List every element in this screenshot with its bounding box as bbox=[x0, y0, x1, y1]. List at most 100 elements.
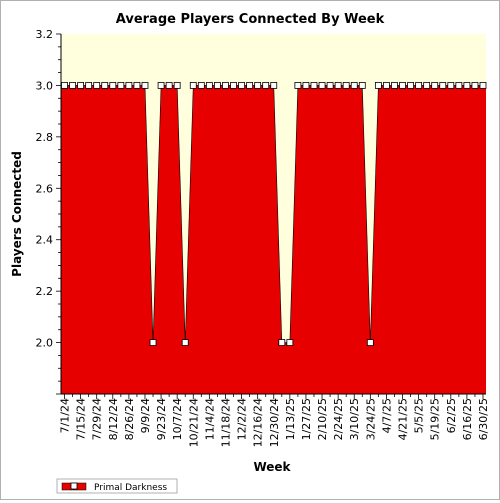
data-point bbox=[165, 82, 173, 89]
data-point bbox=[374, 82, 382, 89]
x-tick-label: 9/9/24 bbox=[139, 398, 152, 433]
data-point bbox=[310, 82, 318, 89]
data-point bbox=[463, 82, 471, 89]
data-point bbox=[230, 82, 237, 89]
x-tick-label: 10/7/24 bbox=[171, 398, 184, 440]
data-point bbox=[294, 82, 302, 89]
data-point bbox=[431, 82, 439, 89]
data-point bbox=[133, 82, 141, 89]
data-point bbox=[238, 82, 245, 89]
data-point bbox=[117, 82, 125, 89]
x-tick-label: 5/5/25 bbox=[413, 398, 426, 433]
data-point bbox=[270, 82, 278, 89]
data-point bbox=[439, 82, 447, 89]
legend-marker bbox=[70, 482, 78, 490]
data-point bbox=[254, 82, 262, 89]
legend: Primal Darkness bbox=[56, 478, 178, 494]
data-point bbox=[85, 82, 93, 89]
data-point bbox=[471, 82, 479, 89]
series-area-fill bbox=[61, 85, 486, 394]
x-tick-label: 7/29/24 bbox=[91, 398, 104, 440]
legend-box bbox=[56, 478, 178, 494]
y-tick-label: 2.4 bbox=[36, 234, 54, 247]
data-point bbox=[125, 82, 133, 89]
data-point bbox=[61, 82, 68, 89]
series-area bbox=[61, 85, 486, 394]
data-point bbox=[407, 82, 414, 89]
data-point bbox=[286, 339, 294, 346]
x-tick-label: 10/21/24 bbox=[187, 398, 200, 447]
data-point bbox=[278, 339, 286, 346]
data-point bbox=[157, 82, 165, 89]
data-point bbox=[197, 82, 205, 89]
x-tick-label: 6/30/25 bbox=[477, 398, 490, 440]
data-point bbox=[399, 82, 406, 89]
y-tick-label: 2.6 bbox=[36, 182, 54, 195]
data-point bbox=[109, 82, 117, 89]
data-point bbox=[141, 82, 149, 89]
data-point bbox=[222, 82, 229, 89]
chart-title: Average Players Connected By Week bbox=[116, 12, 385, 27]
data-point bbox=[342, 82, 350, 89]
x-axis-ticks: 7/1/24 7/15/24 7/29/24 8/12/24 8/26/24 9/9/24… bbox=[59, 394, 490, 447]
x-tick-label: 11/18/24 bbox=[219, 398, 232, 447]
x-tick-label: 12/30/24 bbox=[268, 398, 281, 447]
data-point bbox=[69, 82, 76, 89]
data-point bbox=[334, 82, 342, 89]
x-tick-label: 3/24/25 bbox=[364, 398, 377, 440]
x-tick-label: 8/12/24 bbox=[107, 398, 120, 440]
x-tick-label: 8/26/24 bbox=[123, 398, 136, 440]
x-tick-label: 9/23/24 bbox=[155, 398, 168, 440]
data-point bbox=[383, 82, 390, 89]
data-point bbox=[358, 82, 366, 89]
x-tick-label: 2/24/25 bbox=[332, 398, 345, 440]
x-tick-label: 4/7/25 bbox=[380, 398, 393, 433]
data-point bbox=[205, 82, 213, 89]
data-point bbox=[455, 82, 463, 89]
x-tick-label: 12/16/24 bbox=[252, 398, 265, 447]
x-tick-label: 1/13/25 bbox=[284, 398, 297, 440]
x-tick-label: 7/15/24 bbox=[75, 398, 88, 440]
y-tick-label: 2.2 bbox=[36, 285, 54, 298]
data-point bbox=[189, 82, 197, 89]
data-point bbox=[101, 82, 109, 89]
data-point bbox=[214, 82, 221, 89]
x-tick-label: 2/10/25 bbox=[316, 398, 329, 440]
y-tick-label: 2.8 bbox=[36, 131, 54, 144]
data-point bbox=[77, 82, 84, 89]
data-point bbox=[246, 82, 254, 89]
data-point bbox=[326, 82, 334, 89]
data-point bbox=[479, 82, 487, 89]
x-tick-label: 3/10/25 bbox=[348, 398, 361, 440]
y-tick-label: 3.0 bbox=[36, 79, 54, 92]
x-tick-label: 12/2/24 bbox=[236, 398, 249, 440]
y-axis-ticks: 2.0 2.2 2.4 2.6 2.8 3.0 3.2 bbox=[36, 28, 61, 395]
x-tick-label: 1/27/25 bbox=[300, 398, 313, 440]
data-point bbox=[302, 82, 310, 89]
y-tick-label: 3.2 bbox=[36, 28, 54, 41]
x-axis-label: Week bbox=[253, 460, 291, 474]
y-axis-label: Players Connected bbox=[10, 151, 24, 277]
data-point bbox=[366, 339, 374, 346]
data-point bbox=[93, 82, 101, 89]
y-tick-label: 2.0 bbox=[36, 337, 54, 350]
data-point bbox=[391, 82, 398, 89]
data-point bbox=[350, 82, 358, 89]
x-tick-label: 7/1/24 bbox=[59, 398, 72, 433]
series-markers bbox=[61, 82, 487, 346]
data-point bbox=[423, 82, 431, 89]
x-tick-label: 5/19/25 bbox=[429, 398, 442, 440]
data-point bbox=[181, 339, 189, 346]
data-point bbox=[415, 82, 423, 89]
data-point bbox=[149, 339, 157, 346]
data-point bbox=[262, 82, 270, 89]
x-tick-label: 6/16/25 bbox=[461, 398, 474, 440]
data-point bbox=[173, 82, 181, 89]
data-point bbox=[447, 82, 455, 89]
x-tick-label: 6/2/25 bbox=[445, 398, 458, 433]
x-tick-label: 11/4/24 bbox=[203, 398, 216, 440]
data-point bbox=[318, 82, 326, 89]
legend-label: Primal Darkness bbox=[94, 483, 167, 493]
